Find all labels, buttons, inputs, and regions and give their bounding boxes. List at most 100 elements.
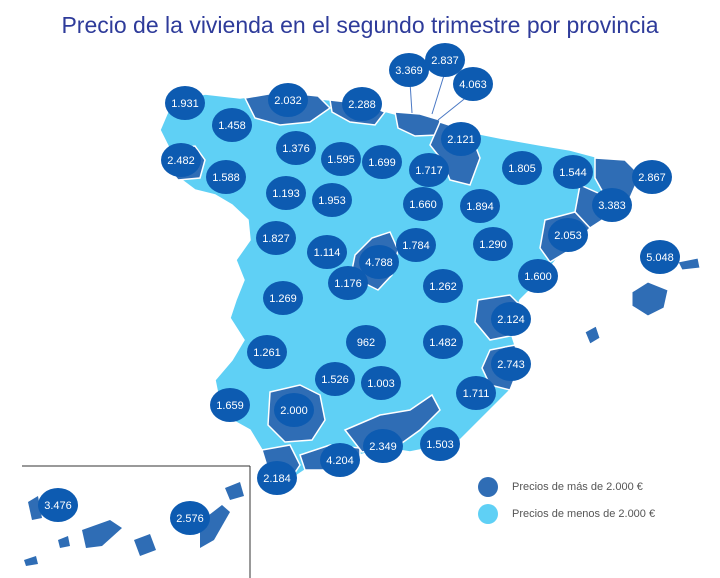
bubble-label-caceres: 1.269 xyxy=(269,293,297,305)
bubble-label-gipuzkoa: 2.837 xyxy=(431,55,459,67)
value-bubble-zamora: 1.193 xyxy=(266,176,306,210)
bubble-shape-alicante xyxy=(491,347,531,381)
legend-high-label: Precios de más de 2.000 € xyxy=(512,481,643,493)
bubble-label-sevilla: 2.000 xyxy=(280,405,308,417)
bubble-shape-cuenca xyxy=(423,325,463,359)
bubble-label-navarra: 2.121 xyxy=(447,134,475,146)
legend-low: Precios de menos de 2.000 € xyxy=(478,504,655,524)
value-bubble-jaen: 1.003 xyxy=(361,366,401,400)
bubble-shape-murcia xyxy=(420,427,460,461)
value-bubble-girona: 2.867 xyxy=(632,160,672,194)
value-bubble-valencia: 2.124 xyxy=(491,302,531,336)
bubble-shape-santa-cruz-de-tenerife xyxy=(38,488,78,522)
map-title: Precio de la vivienda en el segundo trim… xyxy=(61,12,659,38)
value-bubble-navarra: 2.121 xyxy=(441,122,481,156)
island-fuerteventura xyxy=(200,505,230,548)
value-bubble-guadalajara: 1.290 xyxy=(473,227,513,261)
bubble-shape-la-rioja xyxy=(409,153,449,187)
bubble-label-soria: 1.660 xyxy=(409,199,437,211)
bubble-label-lleida: 1.544 xyxy=(559,167,587,179)
bubble-shape-cadiz xyxy=(257,461,297,495)
bubble-shape-segovia xyxy=(396,228,436,262)
bubble-label-jaen: 1.003 xyxy=(367,378,395,390)
value-bubble-granada: 2.349 xyxy=(363,429,403,463)
island-menorca xyxy=(677,257,701,271)
bubble-label-burgos: 1.699 xyxy=(368,157,396,169)
bubble-label-segovia: 1.784 xyxy=(402,240,430,252)
bubble-label-cuenca: 1.482 xyxy=(429,337,457,349)
bubble-label-zamora: 1.193 xyxy=(272,188,300,200)
bubble-label-guadalajara: 1.290 xyxy=(479,239,507,251)
value-bubble-lleida: 1.544 xyxy=(553,155,593,189)
bubble-label-valladolid: 1.953 xyxy=(318,195,346,207)
island-ibiza xyxy=(584,325,601,345)
bubble-label-cadiz: 2.184 xyxy=(263,473,291,485)
bubble-label-huelva: 1.659 xyxy=(216,400,244,412)
bubble-label-barcelona: 3.383 xyxy=(598,200,626,212)
value-bubble-las-palmas: 2.576 xyxy=(170,501,210,535)
bubble-shape-albacete xyxy=(456,376,496,410)
bubble-label-madrid: 4.788 xyxy=(365,257,393,269)
bubble-label-las-palmas: 2.576 xyxy=(176,513,204,525)
value-bubble-madrid: 4.788 xyxy=(359,245,399,279)
value-bubble-alicante: 2.743 xyxy=(491,347,531,381)
bubble-label-cantabria: 2.288 xyxy=(348,99,376,111)
value-bubble-leon: 1.376 xyxy=(276,131,316,165)
bubble-label-bizkaia: 3.369 xyxy=(395,65,423,77)
bubble-shape-madrid xyxy=(359,245,399,279)
bubble-shape-ciudad-real xyxy=(346,325,386,359)
value-bubble-teruel: 1.262 xyxy=(423,269,463,303)
value-bubble-lugo: 1.458 xyxy=(212,108,252,142)
bubble-shape-navarra xyxy=(441,122,481,156)
bubble-label-huesca: 1.805 xyxy=(508,163,536,175)
value-bubble-badajoz: 1.261 xyxy=(247,335,287,369)
bubble-shape-soria xyxy=(403,187,443,221)
legend-low-swatch xyxy=(478,504,498,524)
value-bubble-albacete: 1.711 xyxy=(456,376,496,410)
bubble-shape-baleares xyxy=(640,240,680,274)
bubble-label-asturias: 2.032 xyxy=(274,95,302,107)
bubble-label-castellon: 1.600 xyxy=(524,271,552,283)
bubble-shape-cordoba xyxy=(315,362,355,396)
island-hierro xyxy=(24,556,38,566)
value-bubble-huesca: 1.805 xyxy=(502,151,542,185)
bubble-shape-valladolid xyxy=(312,183,352,217)
bubble-label-granada: 2.349 xyxy=(369,441,397,453)
legend-low-label: Precios de menos de 2.000 € xyxy=(512,508,656,520)
value-bubble-caceres: 1.269 xyxy=(263,281,303,315)
bubble-label-malaga: 4.204 xyxy=(326,455,354,467)
bubble-shape-cantabria xyxy=(342,87,382,121)
bubble-shape-araba xyxy=(453,67,493,101)
bubble-label-valencia: 2.124 xyxy=(497,314,525,326)
value-bubble-segovia: 1.784 xyxy=(396,228,436,262)
island-gomera xyxy=(58,536,70,548)
value-bubble-bizkaia: 3.369 xyxy=(389,53,429,87)
bubble-shape-burgos xyxy=(362,145,402,179)
value-bubble-ciudad-real: 962 xyxy=(346,325,386,359)
canary-islands xyxy=(24,482,244,566)
value-bubble-soria: 1.660 xyxy=(403,187,443,221)
balearic-islands xyxy=(584,257,701,345)
value-bubble-burgos: 1.699 xyxy=(362,145,402,179)
bubble-label-lugo: 1.458 xyxy=(218,120,246,132)
value-bubble-cordoba: 1.526 xyxy=(315,362,355,396)
value-bubble-cadiz: 2.184 xyxy=(257,461,297,495)
value-bubble-toledo: 1.176 xyxy=(328,266,368,300)
bubble-label-tarragona: 2.053 xyxy=(554,230,582,242)
bubble-label-la-rioja: 1.717 xyxy=(415,165,443,177)
value-bubble-la-rioja: 1.717 xyxy=(409,153,449,187)
legend-high: Precios de más de 2.000 € xyxy=(478,477,643,497)
bubble-shape-bizkaia xyxy=(389,53,429,87)
value-bubble-malaga: 4.204 xyxy=(320,443,360,477)
bubble-label-palencia: 1.595 xyxy=(327,154,355,166)
bubble-shape-caceres xyxy=(263,281,303,315)
bubble-shape-teruel xyxy=(423,269,463,303)
value-bubble-palencia: 1.595 xyxy=(321,142,361,176)
bubble-shape-barcelona xyxy=(592,188,632,222)
value-bubble-valladolid: 1.953 xyxy=(312,183,352,217)
value-bubble-cantabria: 2.288 xyxy=(342,87,382,121)
island-mallorca xyxy=(631,281,669,317)
bubble-label-girona: 2.867 xyxy=(638,172,666,184)
leader-line-araba xyxy=(437,95,469,121)
